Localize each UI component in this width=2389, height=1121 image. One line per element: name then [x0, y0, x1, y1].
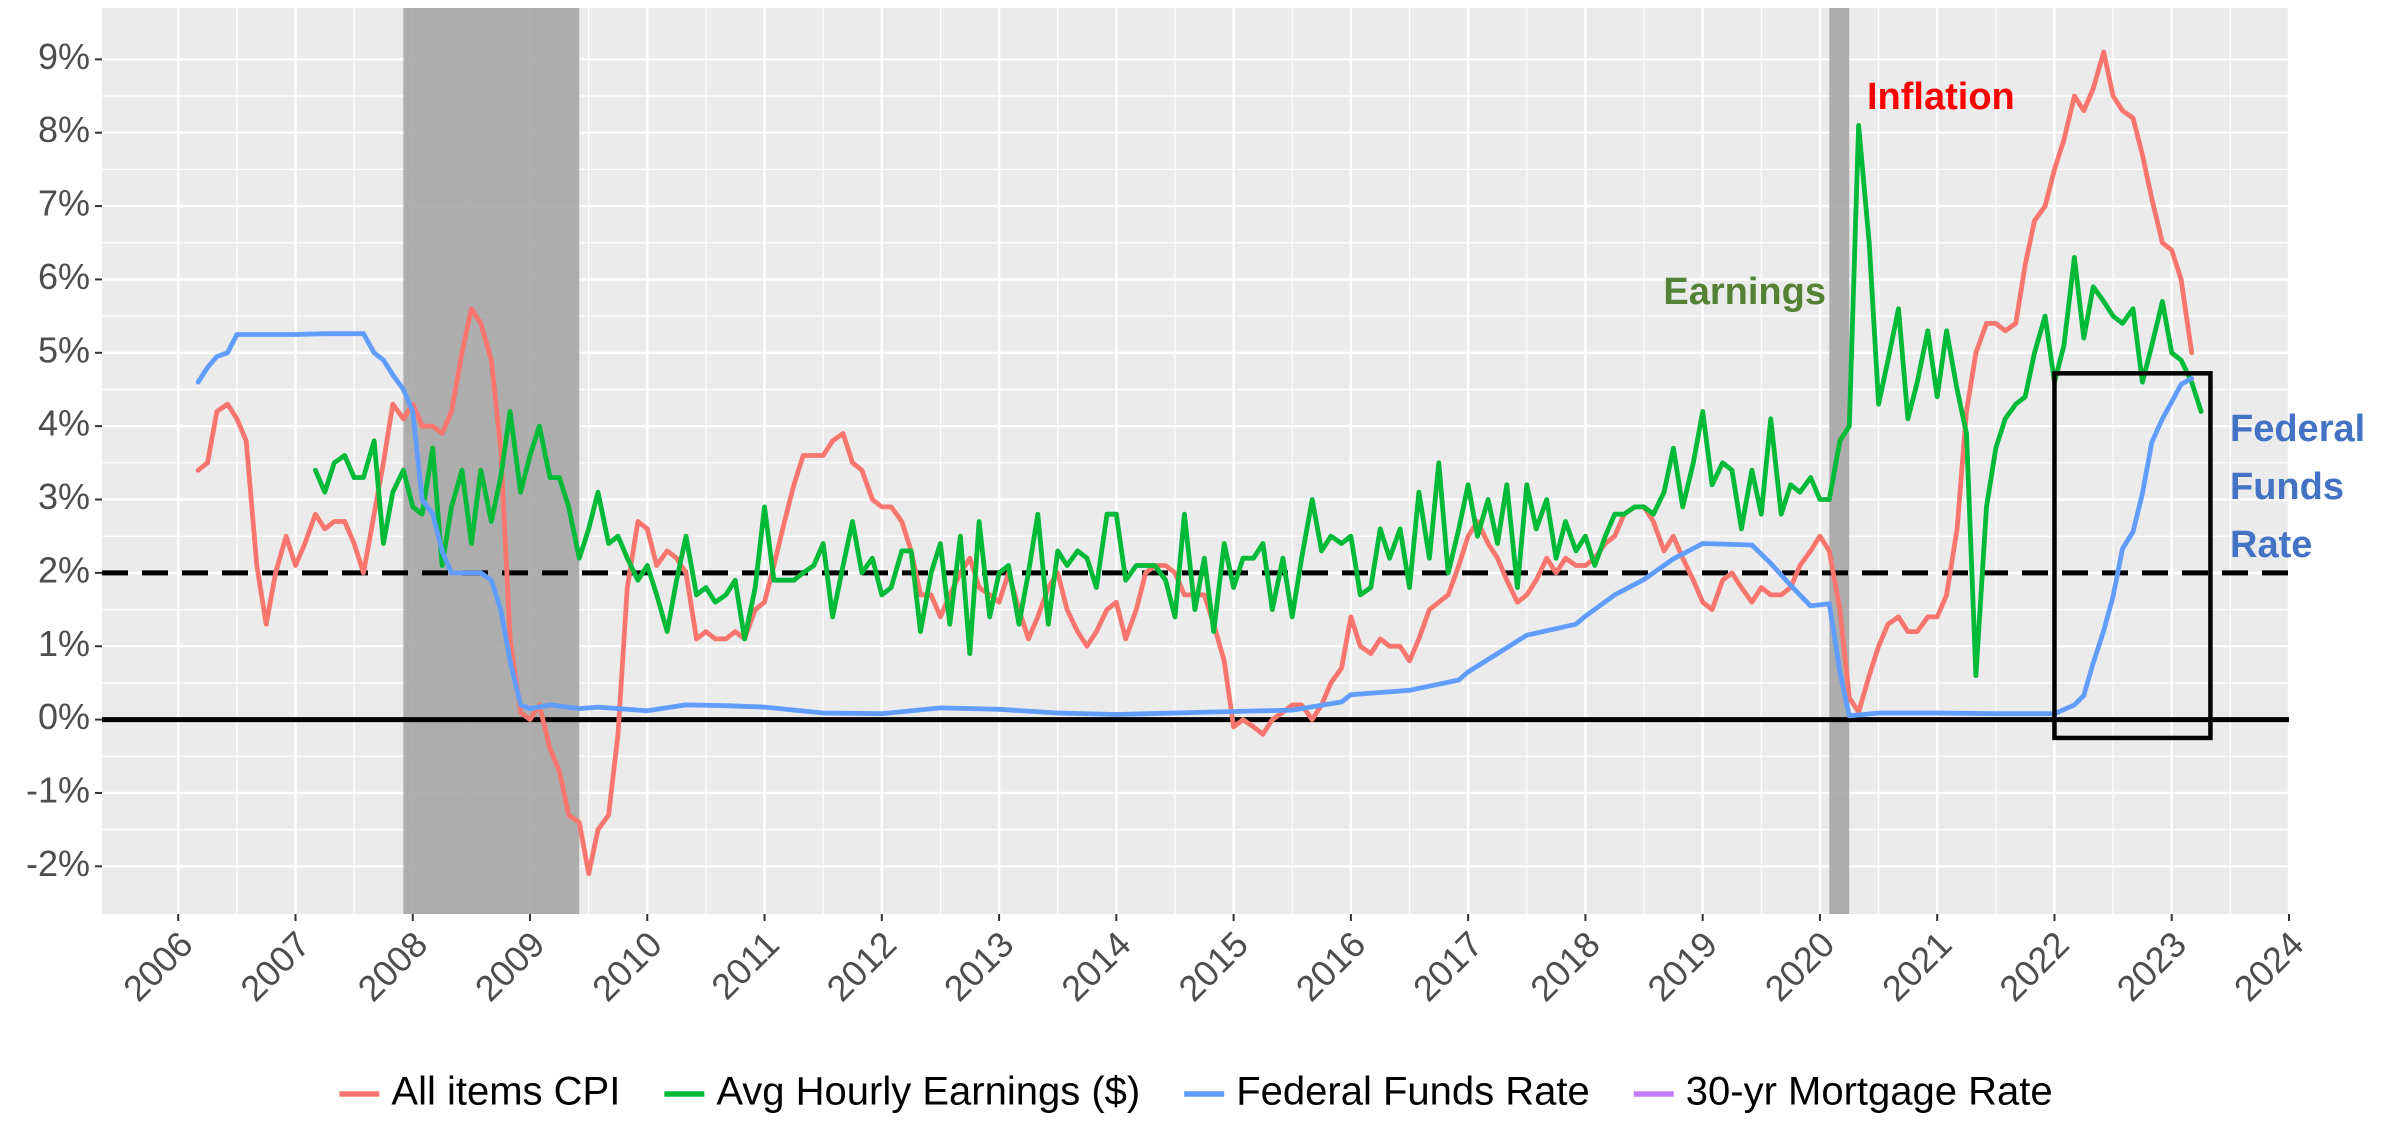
x-tick-label: 2023	[2108, 923, 2194, 1009]
legend-label: Federal Funds Rate	[1236, 1070, 1590, 1114]
x-tick-label: 2007	[232, 923, 318, 1009]
x-tick-label: 2018	[1522, 923, 1608, 1009]
x-tick-label: 2019	[1639, 923, 1725, 1009]
x-tick-label: 2012	[819, 923, 905, 1009]
y-tick-label: 2%	[38, 549, 90, 590]
legend: All items CPI Avg Hourly Earnings ($) Fede…	[339, 1070, 2053, 1114]
y-tick-label: 7%	[38, 183, 90, 224]
y-tick-label: 6%	[38, 256, 90, 297]
y-tick-label: -2%	[26, 843, 90, 884]
annotation: Rate	[2230, 524, 2312, 566]
y-tick-label: 8%	[38, 109, 90, 150]
series-line	[313, 123, 2204, 678]
x-tick-label: 2024	[2226, 923, 2312, 1009]
y-tick-label: 9%	[38, 36, 90, 77]
x-tick-label: 2016	[1288, 923, 1374, 1009]
highlight-box	[2052, 371, 2213, 741]
y-tick-label: 3%	[38, 476, 90, 517]
x-tick-label: 2006	[115, 923, 201, 1009]
x-tick-label: 2009	[467, 923, 553, 1009]
legend-label: All items CPI	[391, 1070, 620, 1114]
x-tick-label: 2008	[350, 923, 436, 1009]
x-tick-label: 2015	[1170, 923, 1256, 1009]
annotation: Earnings	[1663, 271, 1826, 313]
y-tick-label: 1%	[38, 623, 90, 664]
x-tick-label: 2013	[936, 923, 1022, 1009]
annotation: Funds	[2230, 466, 2344, 508]
y-tick-label: 5%	[38, 329, 90, 370]
x-tick-label: 2011	[703, 923, 787, 1007]
y-tick-label: -1%	[26, 769, 90, 810]
recession-shade	[1829, 8, 1850, 914]
x-tick-label: 2020	[1757, 923, 1843, 1009]
x-tick-label: 2022	[1991, 923, 2077, 1009]
legend-label: Avg Hourly Earnings ($)	[716, 1070, 1140, 1114]
y-tick-label: 4%	[38, 403, 90, 444]
y-tick-label: 0%	[38, 696, 90, 737]
x-tick-label: 2010	[584, 923, 670, 1009]
annotation: Federal	[2230, 408, 2365, 450]
x-tick-label: 2017	[1405, 923, 1491, 1009]
x-tick-label: 2021	[1874, 923, 1960, 1009]
annotation: Inflation	[1867, 76, 2015, 118]
legend-label: 30-yr Mortgage Rate	[1686, 1070, 2053, 1114]
x-tick-label: 2014	[1053, 923, 1139, 1009]
